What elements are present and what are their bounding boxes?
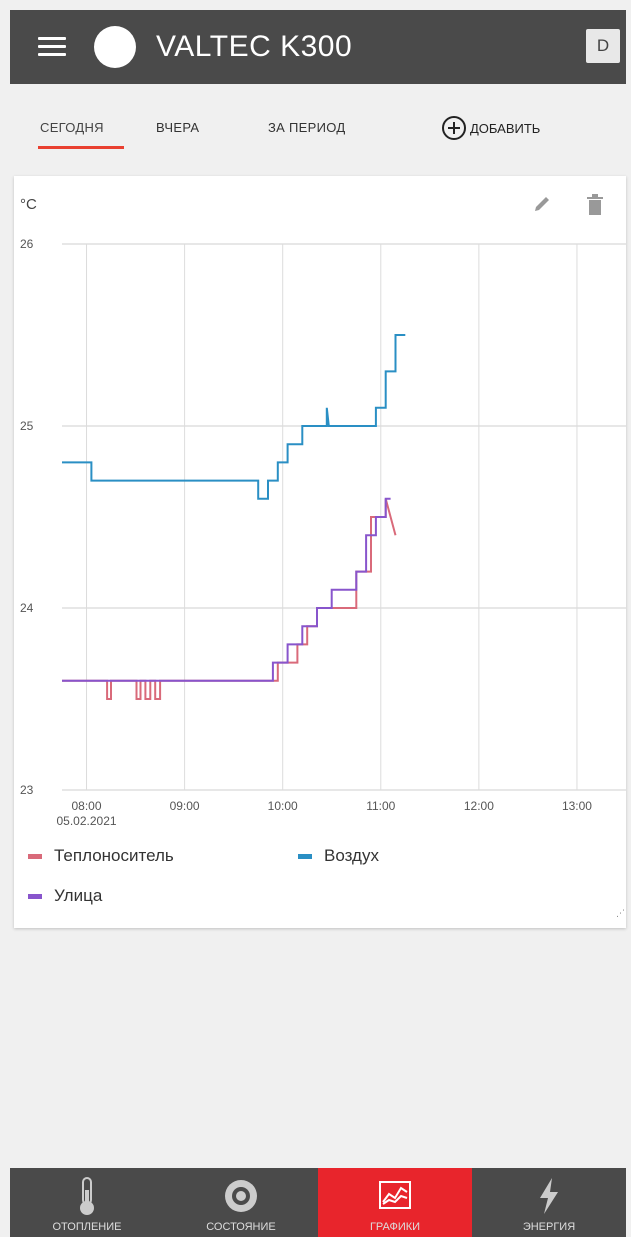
nav-charts[interactable]: ГРАФИКИ [318, 1168, 472, 1237]
app-header: VALTEC K300 D [10, 10, 626, 84]
logo [94, 26, 136, 68]
legend-label-street: Улица [54, 886, 103, 905]
tab-period[interactable]: ЗА ПЕРИОД [268, 120, 346, 135]
nav-energy[interactable]: ЭНЕРГИЯ [472, 1168, 626, 1237]
bottom-nav: ОТОПЛЕНИЕ СОСТОЯНИЕ ГРАФИКИ ЭНЕРГИЯ [10, 1168, 626, 1237]
thermometer-icon [76, 1176, 98, 1221]
active-tab-indicator [38, 146, 124, 149]
legend-item-street[interactable]: Улица [28, 886, 102, 906]
pencil-icon[interactable] [532, 194, 552, 219]
legend-label-coolant: Теплоноситель [54, 846, 174, 865]
period-tabs: СЕГОДНЯ ВЧЕРА ЗА ПЕРИОД ДОБАВИТЬ [10, 84, 626, 172]
nav-label-charts: ГРАФИКИ [369, 1221, 421, 1233]
legend-swatch-air [298, 853, 312, 859]
menu-icon[interactable] [38, 37, 66, 57]
lightning-icon [534, 1176, 564, 1221]
app-title: VALTEC K300 [156, 30, 353, 63]
legend-swatch-coolant [28, 853, 42, 859]
legend-item-air[interactable]: Воздух [298, 846, 379, 866]
nav-label-heating: ОТОПЛЕНИЕ [52, 1221, 122, 1233]
resize-handle-icon[interactable]: ⋰ [616, 908, 625, 918]
plus-circle-icon [442, 116, 466, 140]
trash-icon[interactable] [586, 194, 604, 221]
tab-yesterday[interactable]: ВЧЕРА [156, 120, 200, 135]
tab-today[interactable]: СЕГОДНЯ [40, 120, 104, 135]
legend-swatch-street [28, 893, 42, 899]
chart-card [14, 176, 626, 928]
chart-icon [377, 1176, 413, 1217]
legend-item-coolant[interactable]: Теплоноситель [28, 846, 174, 866]
nav-label-state: СОСТОЯНИЕ [206, 1221, 276, 1233]
nav-state[interactable]: СОСТОЯНИЕ [164, 1168, 318, 1237]
add-chart-button[interactable]: ДОБАВИТЬ [442, 116, 540, 140]
legend-label-air: Воздух [324, 846, 379, 865]
nav-heating[interactable]: ОТОПЛЕНИЕ [10, 1168, 164, 1237]
avatar[interactable]: D [586, 29, 620, 63]
add-label: ДОБАВИТЬ [470, 120, 541, 136]
y-axis-unit: °C [20, 196, 37, 213]
pump-icon [221, 1176, 261, 1221]
nav-label-energy: ЭНЕРГИЯ [522, 1221, 576, 1233]
